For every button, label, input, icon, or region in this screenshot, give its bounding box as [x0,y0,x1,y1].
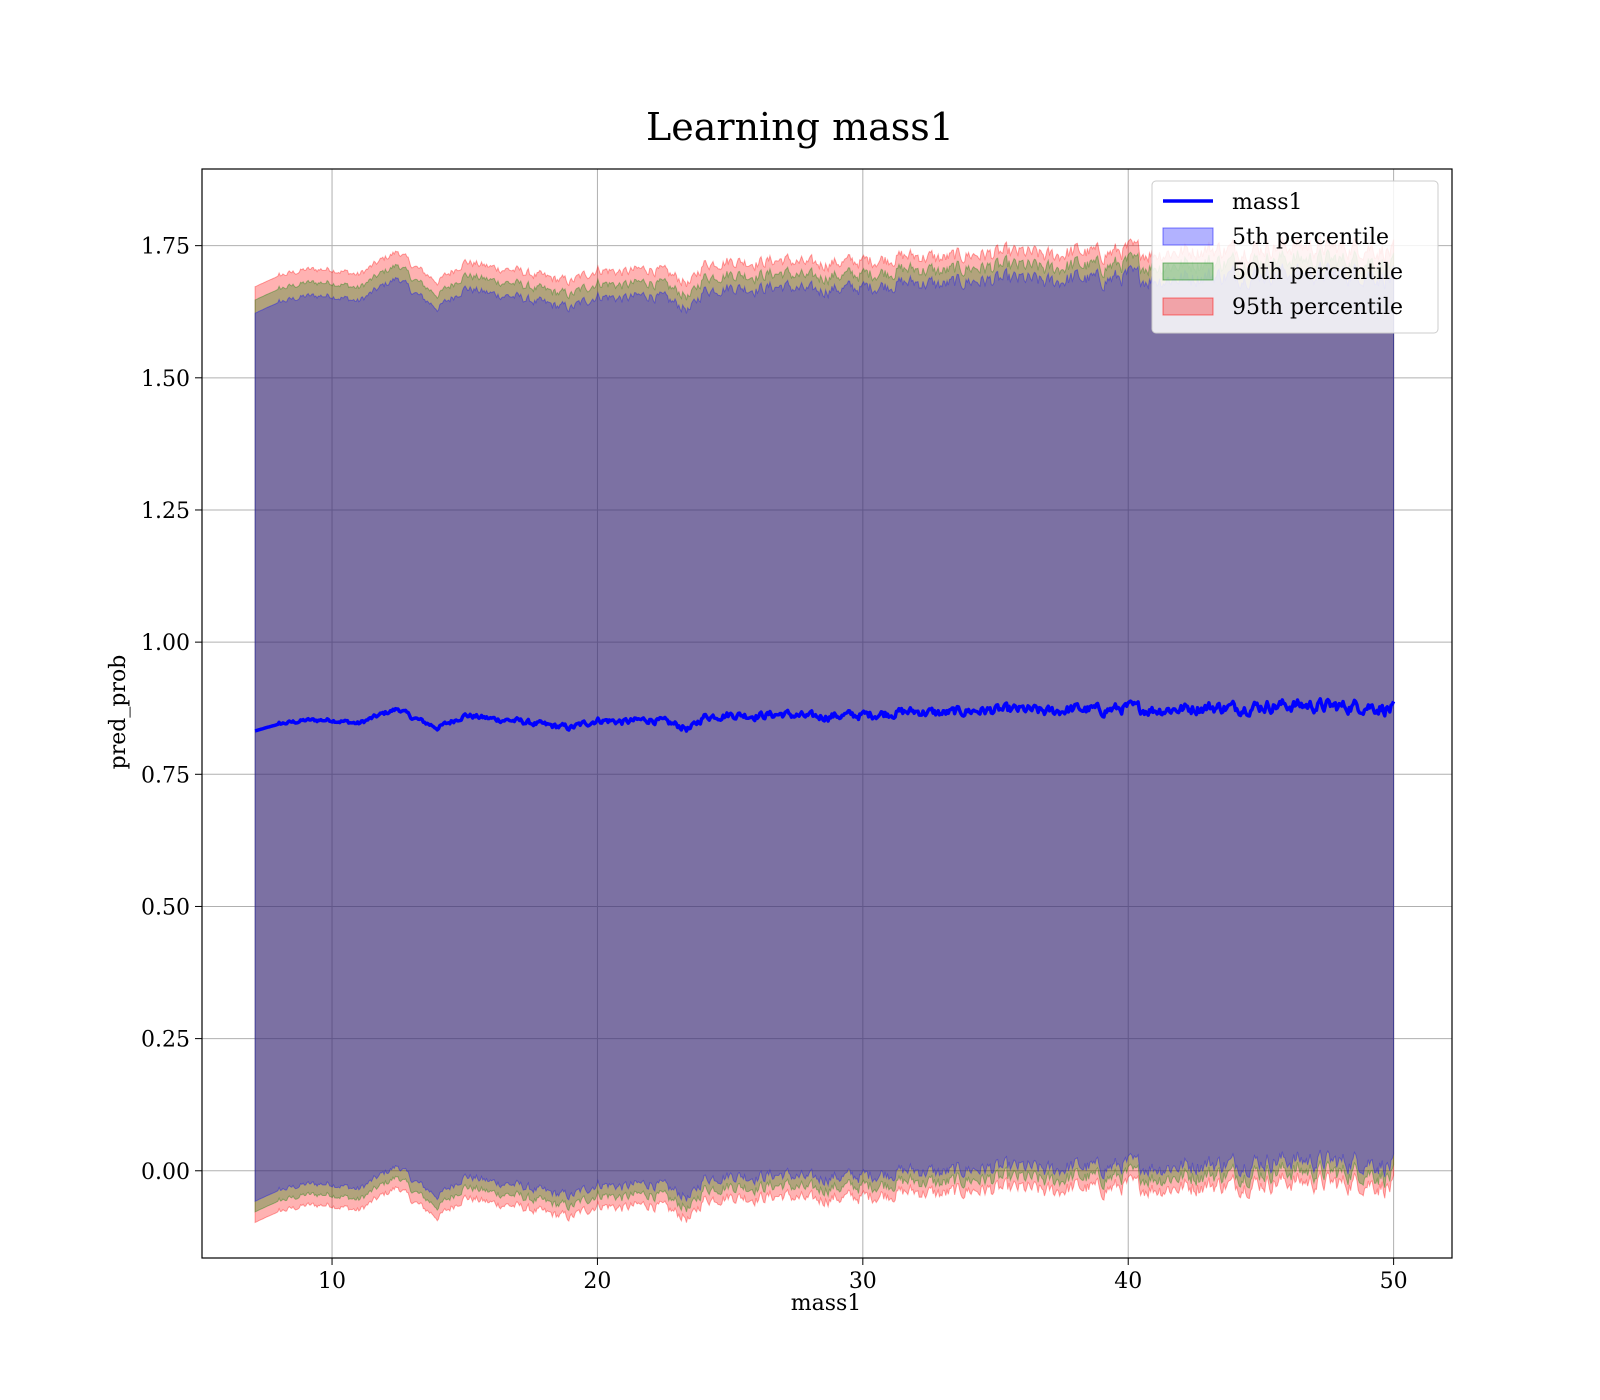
y-tick-label: 1.25 [141,499,190,524]
x-tick-label: 40 [1114,1269,1142,1294]
x-tick-label: 10 [318,1269,346,1294]
axis-ticks: 10 20 30 40 50 0.00 0.25 0.50 0.75 1.00 1.25 1.50 1.… [141,235,1408,1294]
plot-area [201,168,1453,1259]
y-axis-label: pred_prob [106,655,131,770]
y-tick-label: 1.00 [141,631,190,656]
band-95th-percentile [254,235,1395,1224]
y-tick-label: 0.25 [141,1028,190,1053]
x-tick-label: 30 [849,1269,877,1294]
chart-title: Learning mass1 [646,105,954,149]
x-axis-label: mass1 [791,1291,862,1316]
legend: mass1 5th percentile 50th percentile 95t… [1151,180,1439,334]
legend-label-95th: 95th percentile [1232,295,1403,320]
y-tick-label: 0.50 [141,895,190,920]
band-50th-percentile [254,248,1395,1213]
legend-label-50th: 50th percentile [1232,260,1403,285]
x-tick-label: 50 [1380,1269,1408,1294]
legend-label-mass1: mass1 [1232,190,1303,215]
y-tick-label: 1.50 [141,367,190,392]
percentile-bands [254,235,1395,1224]
y-tick-label: 0.00 [141,1160,190,1185]
mass1-line [254,697,1396,733]
legend-swatch-50th [1162,262,1214,281]
y-tick-label: 1.75 [141,235,190,260]
x-tick-label: 20 [583,1269,611,1294]
y-tick-label: 0.75 [141,763,190,788]
legend-swatch-5th [1162,227,1214,246]
legend-swatch-95th [1162,297,1214,316]
band-5th-percentile [254,261,1395,1203]
legend-box [1151,180,1439,334]
plot-frame [201,168,1453,1259]
legend-label-5th: 5th percentile [1232,225,1389,250]
mass1-line-layer [254,697,1396,733]
